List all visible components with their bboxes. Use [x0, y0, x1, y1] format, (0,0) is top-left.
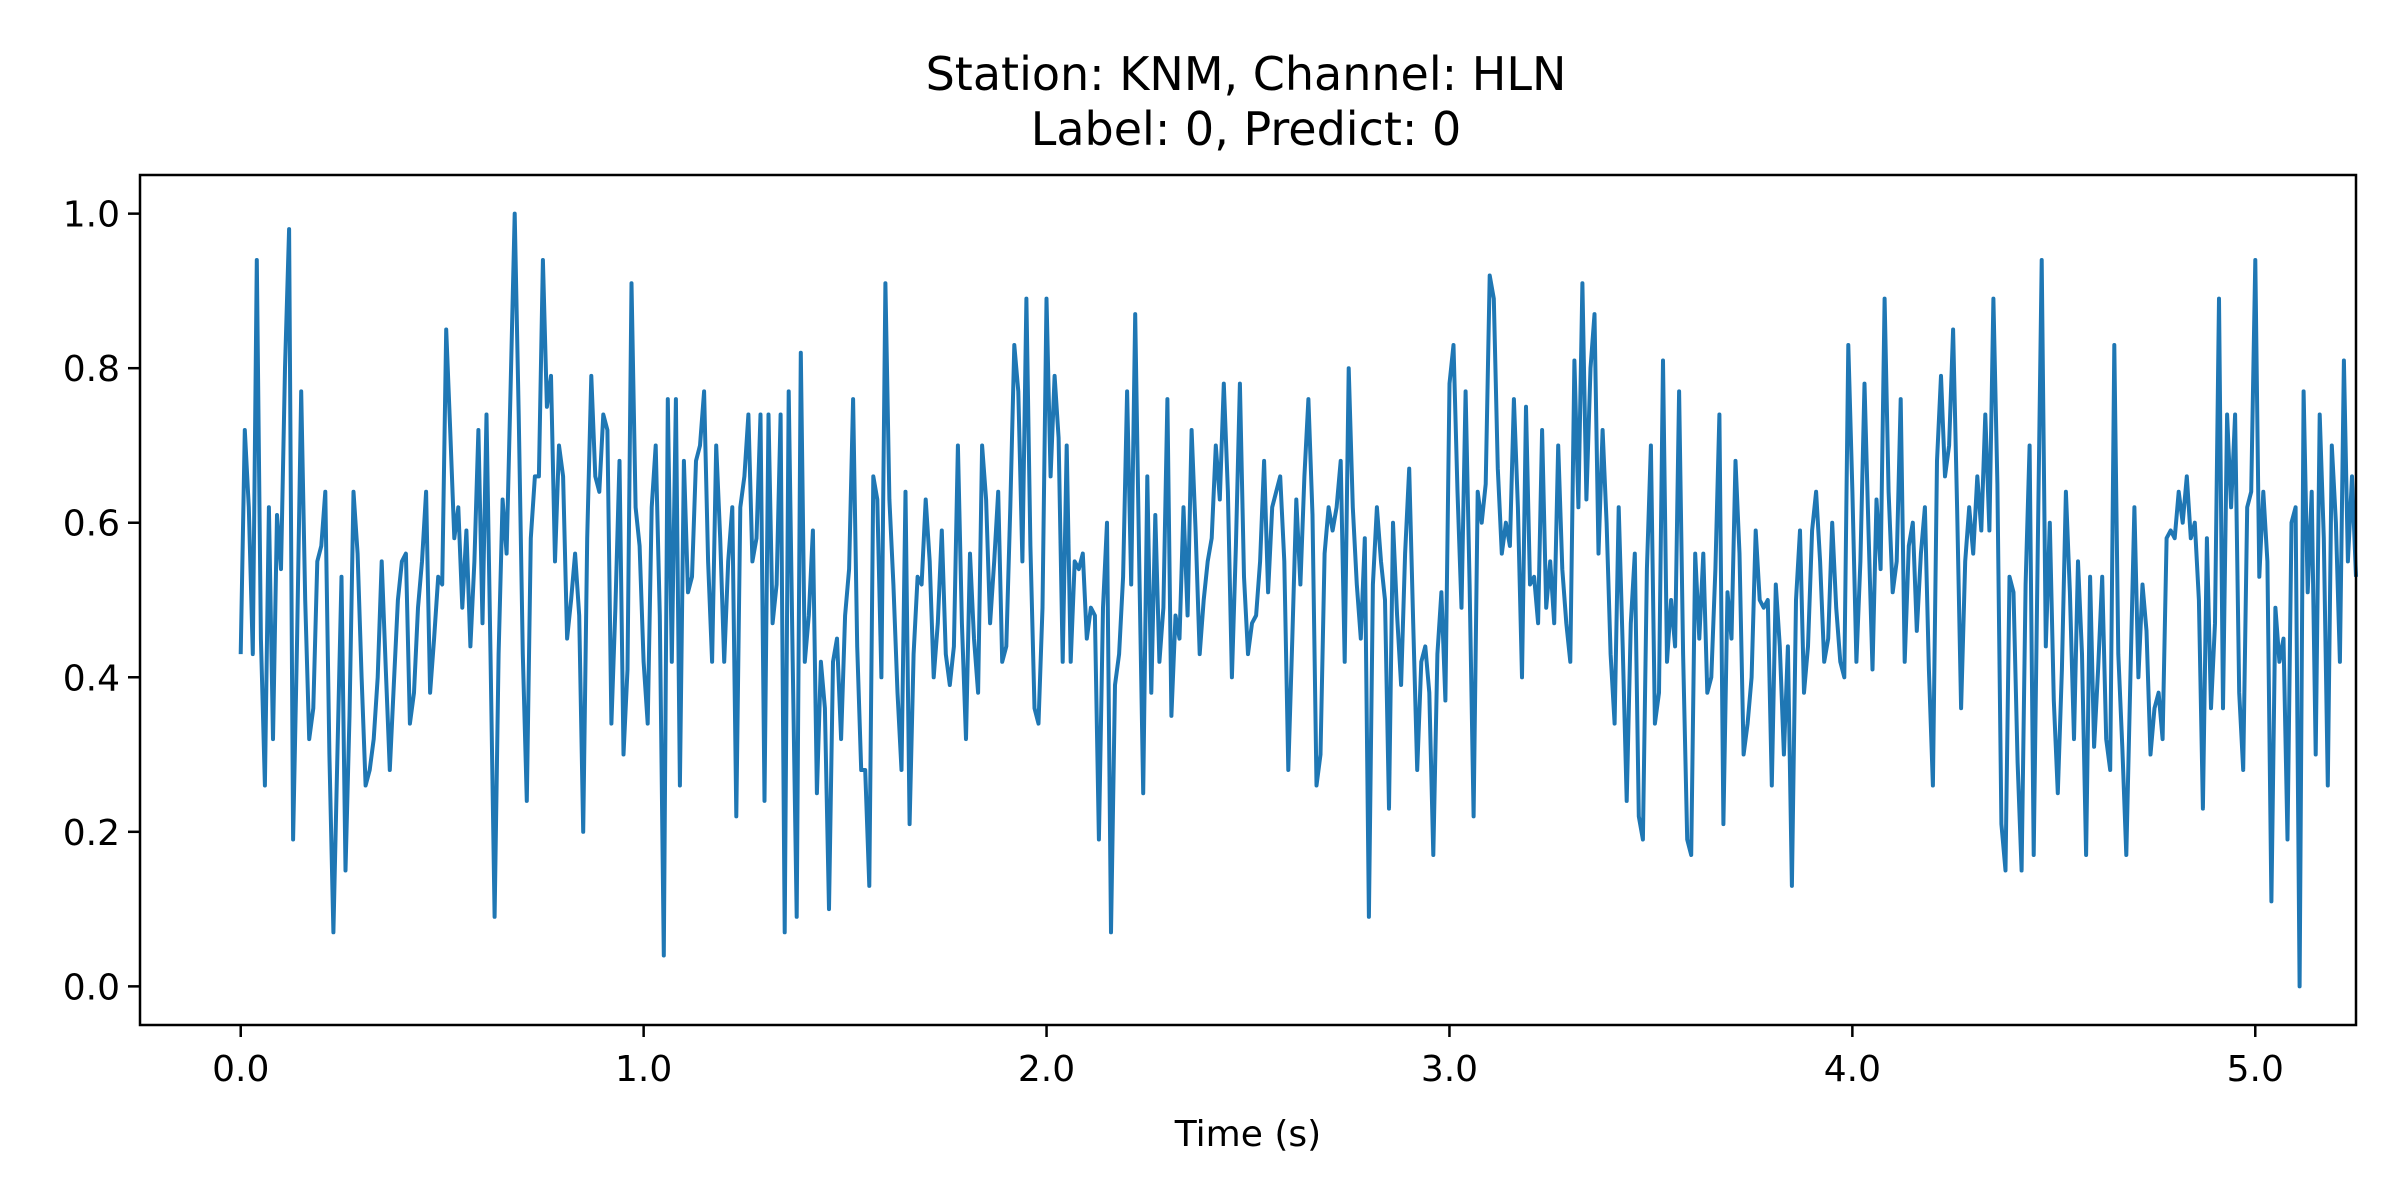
y-tick-label: 0.2: [63, 813, 120, 854]
y-tick-label: 0.0: [63, 967, 120, 1008]
axis-ticks: 0.0 1.0 2.0 3.0 4.0 5.0 0.0 0.2 0.4 0.6 0.8 1.0: [63, 195, 2284, 1090]
y-tick-label: 0.8: [63, 349, 120, 390]
y-tick-label: 1.0: [63, 195, 120, 236]
y-tick-label: 0.6: [63, 504, 120, 545]
y-tick-label: 0.4: [63, 658, 120, 699]
x-tick-label: 0.0: [212, 1049, 269, 1090]
x-axis-label: Time (s): [1174, 1114, 1321, 1155]
series-line: [238, 211, 2358, 989]
x-tick-label: 1.0: [615, 1049, 672, 1090]
chart-title: Station: KNM, Channel: HLN: [926, 47, 1567, 101]
axes-frame: [138, 173, 2358, 1027]
x-tick-label: 3.0: [1421, 1049, 1478, 1090]
x-tick-label: 5.0: [2227, 1049, 2284, 1090]
chart-subtitle: Label: 0, Predict: 0: [1031, 102, 1462, 156]
x-tick-label: 4.0: [1824, 1049, 1881, 1090]
plot-area: [238, 211, 2358, 989]
x-tick-label: 2.0: [1018, 1049, 1075, 1090]
